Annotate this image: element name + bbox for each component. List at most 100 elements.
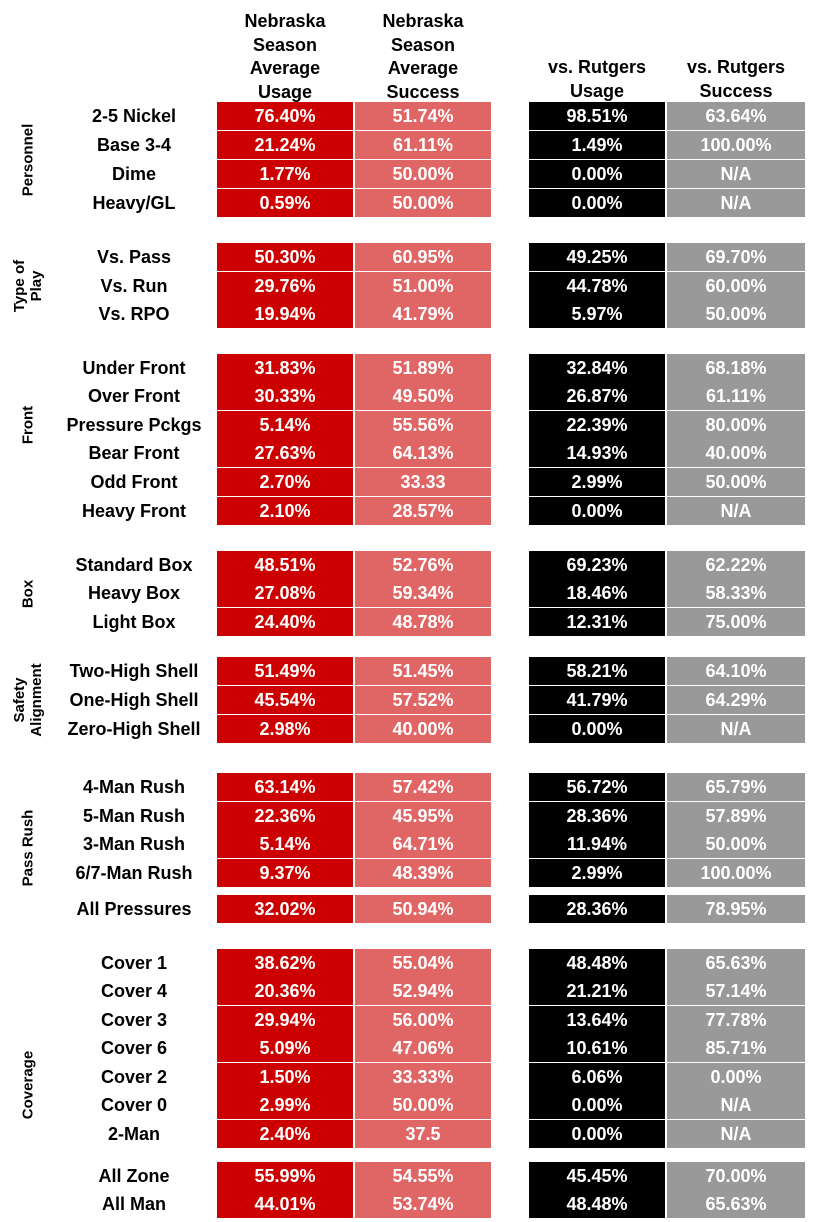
header-season-success: Nebraska Season Average Success [355, 10, 491, 104]
cell-rutgers-usage: 48.48% [529, 1190, 665, 1218]
cell-rutgers-success: N/A [667, 189, 805, 217]
cell-season-success: 61.11% [355, 131, 491, 159]
row-label: Dime [111, 164, 156, 184]
cell-rutgers-usage: 13.64% [529, 1006, 665, 1034]
cell-season-usage: 2.40% [217, 1120, 353, 1148]
cell-season-usage: 22.36% [217, 802, 353, 830]
cell-season-usage: 19.94% [217, 300, 353, 328]
cell-rutgers-success: 58.33% [667, 579, 805, 607]
cell-season-success: 50.00% [355, 189, 491, 217]
cell-season-usage: 9.37% [217, 859, 353, 887]
cell-season-usage: 38.62% [217, 949, 353, 977]
cell-season-success: 40.00% [355, 715, 491, 743]
cell-rutgers-success: 57.89% [667, 802, 805, 830]
row-label: Pressure Pckgs [66, 415, 202, 435]
row-label: 6/7-Man Rush [75, 863, 193, 883]
cell-season-usage: 27.63% [217, 439, 353, 467]
group-label: Type of Play [11, 260, 45, 312]
cell-rutgers-usage: 1.49% [529, 131, 665, 159]
header-line: Success [699, 80, 773, 101]
cell-rutgers-usage: 0.00% [529, 1091, 665, 1119]
group-label-line: Front [19, 405, 37, 445]
cell-rutgers-success: 77.78% [667, 1006, 805, 1034]
group-label: Personnel [20, 124, 37, 197]
cell-rutgers-success: 64.29% [667, 686, 805, 714]
cell-rutgers-success: N/A [667, 715, 805, 743]
row-label: 4-Man Rush [82, 777, 185, 797]
cell-season-success: 55.04% [355, 949, 491, 977]
cell-season-success: 47.06% [355, 1034, 491, 1062]
cell-season-success: 54.55% [355, 1162, 491, 1190]
row-label: Vs. Run [100, 276, 168, 296]
cell-rutgers-usage: 2.99% [529, 859, 665, 887]
group-label-line: Play [28, 270, 45, 302]
cell-rutgers-success: 69.70% [667, 243, 805, 271]
cell-season-usage: 44.01% [217, 1190, 353, 1218]
group-label: Pass Rush [20, 810, 37, 887]
group-label-line: Box [19, 579, 37, 609]
cell-season-usage: 20.36% [217, 977, 353, 1005]
cell-season-usage: 32.02% [217, 895, 353, 923]
group-label-line: Alignment [28, 663, 45, 737]
cell-rutgers-success: 70.00% [667, 1162, 805, 1190]
cell-rutgers-usage: 21.21% [529, 977, 665, 1005]
header-rutgers-usage: vs. Rutgers Usage [529, 56, 665, 103]
cell-rutgers-success: N/A [667, 1120, 805, 1148]
cell-rutgers-usage: 0.00% [529, 189, 665, 217]
cell-rutgers-success: 62.22% [667, 551, 805, 579]
cell-rutgers-success: 65.63% [667, 1190, 805, 1218]
cell-rutgers-success: N/A [667, 160, 805, 188]
cell-season-success: 49.50% [355, 382, 491, 410]
cell-rutgers-usage: 58.21% [529, 657, 665, 685]
cell-rutgers-usage: 18.46% [529, 579, 665, 607]
cell-rutgers-usage: 0.00% [529, 715, 665, 743]
cell-season-success: 37.5 [355, 1120, 491, 1148]
cell-rutgers-usage: 22.39% [529, 411, 665, 439]
cell-season-usage: 55.99% [217, 1162, 353, 1190]
cell-season-usage: 2.99% [217, 1091, 353, 1119]
cell-season-success: 53.74% [355, 1190, 491, 1218]
header-season-usage: Nebraska Season Average Usage [217, 10, 353, 104]
row-label: Heavy Front [81, 501, 187, 521]
cell-season-success: 51.74% [355, 102, 491, 130]
cell-rutgers-usage: 11.94% [529, 830, 665, 858]
cell-season-usage: 5.14% [217, 830, 353, 858]
group-label: Safety Alignment [11, 663, 45, 736]
row-label: All Zone [98, 1166, 170, 1186]
header-line: Nebraska [244, 11, 326, 31]
header-line: Nebraska [382, 11, 464, 31]
cell-season-success: 51.00% [355, 272, 491, 300]
cell-season-success: 48.78% [355, 608, 491, 636]
cell-season-success: 50.94% [355, 895, 491, 923]
cell-season-usage: 24.40% [217, 608, 353, 636]
cell-rutgers-success: N/A [667, 1091, 805, 1119]
row-label: Zero-High Shell [67, 719, 201, 739]
cell-rutgers-success: 40.00% [667, 439, 805, 467]
cell-season-usage: 5.14% [217, 411, 353, 439]
cell-season-success: 55.56% [355, 411, 491, 439]
cell-rutgers-usage: 0.00% [529, 1120, 665, 1148]
cell-rutgers-success: 100.00% [667, 859, 805, 887]
group-label-line: Coverage [19, 1050, 37, 1120]
cell-rutgers-usage: 0.00% [529, 160, 665, 188]
cell-season-success: 51.45% [355, 657, 491, 685]
cell-rutgers-success: 80.00% [667, 411, 805, 439]
cell-rutgers-success: 65.63% [667, 949, 805, 977]
row-label: One-High Shell [69, 690, 199, 710]
group-label-line: Pass Rush [19, 809, 37, 887]
header-line: Success [386, 81, 460, 102]
cell-rutgers-success: 61.11% [667, 382, 805, 410]
row-label: 2-5 Nickel [91, 106, 177, 126]
cell-rutgers-success: 50.00% [667, 300, 805, 328]
cell-rutgers-usage: 44.78% [529, 272, 665, 300]
group-label-line: Personnel [19, 123, 37, 197]
cell-rutgers-usage: 45.45% [529, 1162, 665, 1190]
cell-rutgers-usage: 6.06% [529, 1063, 665, 1091]
cell-rutgers-success: 57.14% [667, 977, 805, 1005]
row-label: Heavy Box [87, 583, 181, 603]
cell-rutgers-usage: 56.72% [529, 773, 665, 801]
cell-rutgers-success: 65.79% [667, 773, 805, 801]
row-label: 3-Man Rush [82, 834, 185, 854]
row-label: Vs. RPO [98, 304, 170, 324]
cell-season-usage: 51.49% [217, 657, 353, 685]
